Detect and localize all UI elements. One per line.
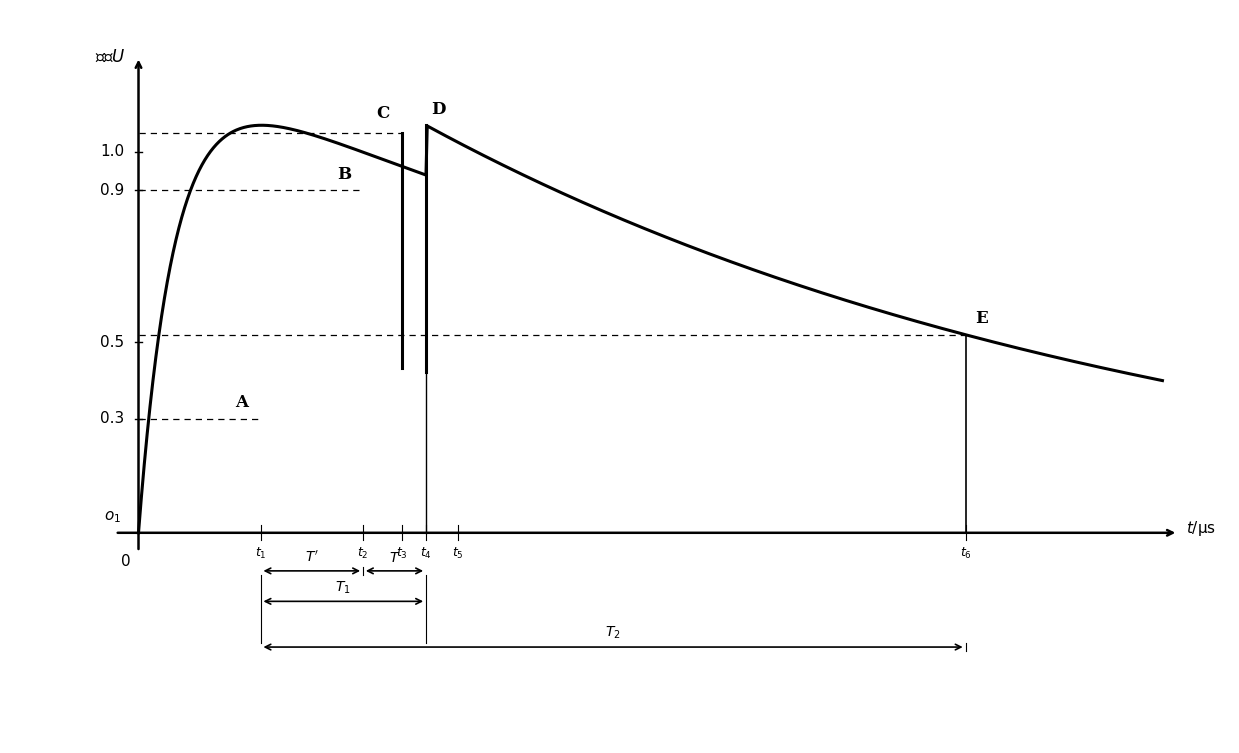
Text: 电压$U$: 电压$U$ bbox=[95, 47, 126, 66]
Text: 0.3: 0.3 bbox=[100, 411, 124, 426]
Text: $T$: $T$ bbox=[389, 551, 400, 566]
Text: $T_2$: $T_2$ bbox=[605, 625, 621, 642]
Text: $t$/μs: $t$/μs bbox=[1186, 520, 1217, 538]
Text: $T_1$: $T_1$ bbox=[336, 579, 351, 596]
Text: $t_5$: $t_5$ bbox=[452, 546, 463, 561]
Text: $t_4$: $t_4$ bbox=[420, 546, 432, 561]
Text: $o_1$: $o_1$ bbox=[104, 510, 121, 525]
Text: 0.5: 0.5 bbox=[100, 335, 124, 350]
Text: $t_2$: $t_2$ bbox=[357, 546, 369, 561]
Text: E: E bbox=[975, 310, 987, 328]
Text: $t_6$: $t_6$ bbox=[959, 546, 971, 561]
Text: 0.9: 0.9 bbox=[100, 182, 124, 197]
Text: 0: 0 bbox=[121, 553, 130, 569]
Text: B: B bbox=[337, 166, 351, 182]
Text: D: D bbox=[431, 101, 446, 117]
Text: $t_3$: $t_3$ bbox=[396, 546, 409, 561]
Text: 1.0: 1.0 bbox=[100, 145, 124, 160]
Text: A: A bbox=[235, 394, 248, 411]
Text: $t_1$: $t_1$ bbox=[255, 546, 266, 561]
Text: C: C bbox=[377, 105, 389, 122]
Text: $T'$: $T'$ bbox=[305, 550, 318, 566]
